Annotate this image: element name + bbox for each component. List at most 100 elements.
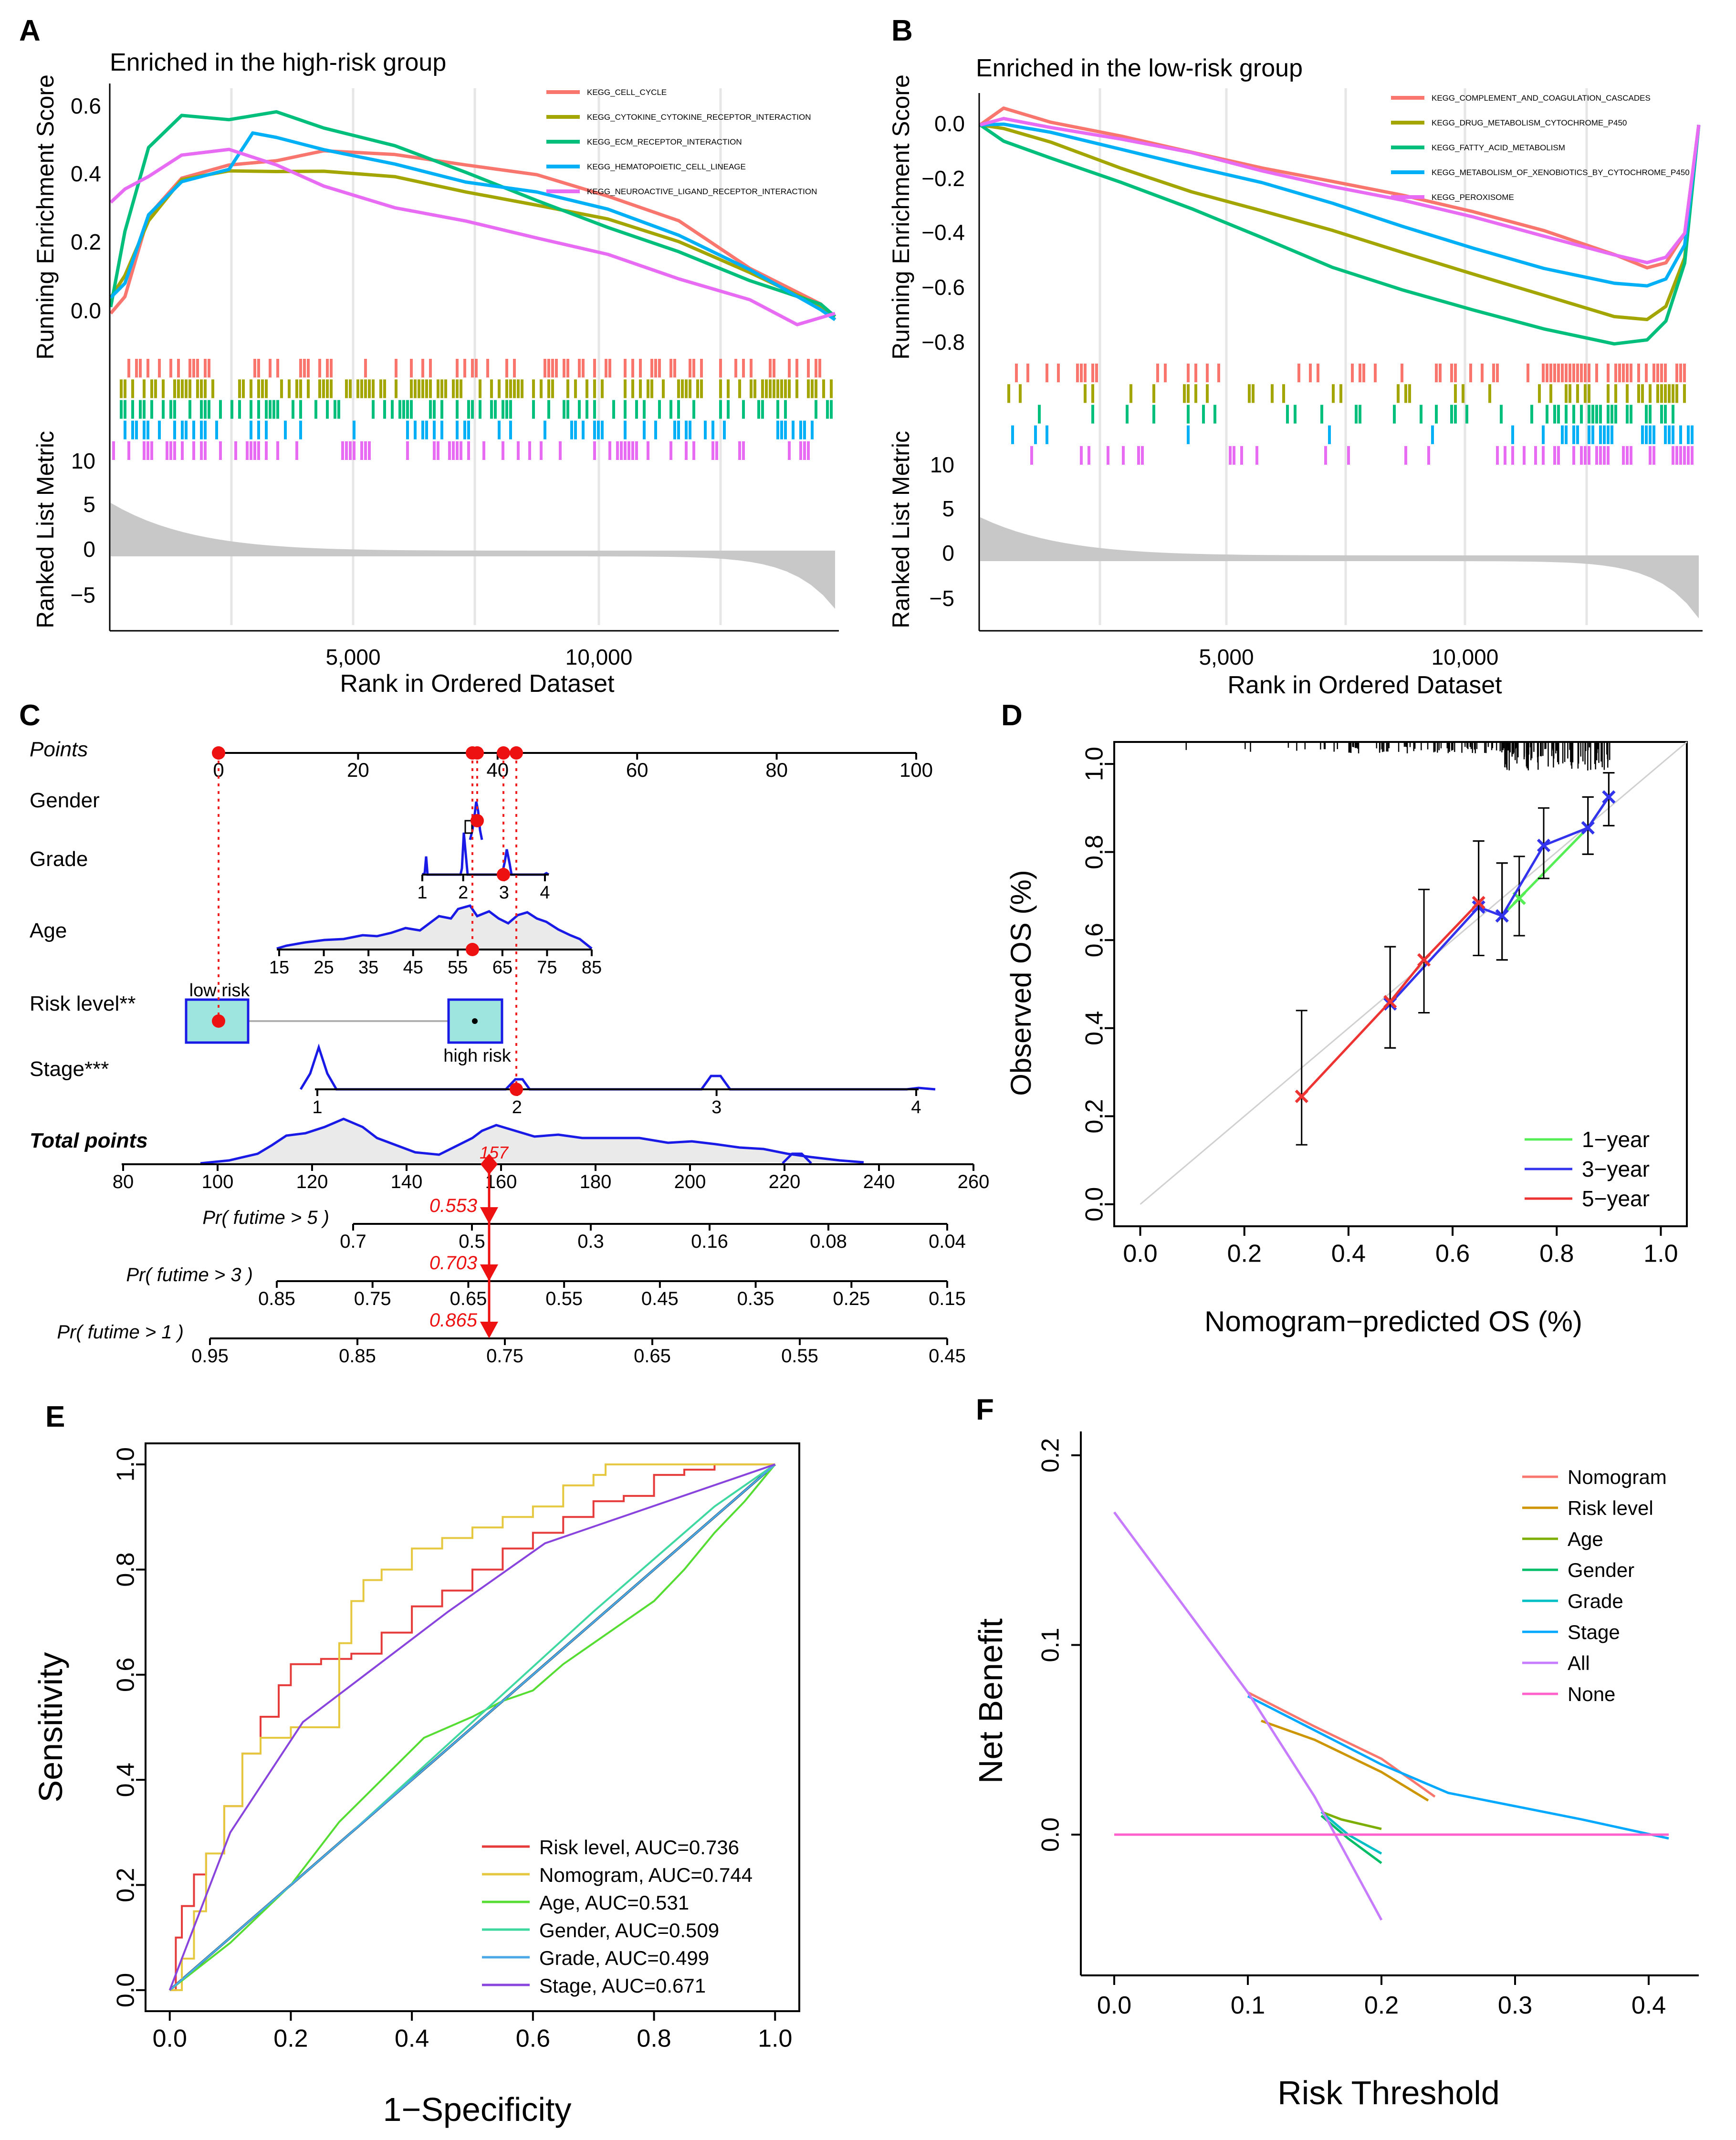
hit-bar (169, 400, 172, 419)
hit-bar (1286, 405, 1289, 424)
panel-e: E 0.0 0.2 0.4 0.6 0.8 1.0 0.0 0.2 0.4 0.6 0.8 1.0 1… (32, 1400, 800, 2128)
hit-bar (769, 359, 772, 378)
tick-label: 0.75 (486, 1346, 523, 1367)
nomogram-mapping-lines (218, 753, 517, 1089)
hit-bar (414, 379, 417, 398)
hit-bar (1511, 425, 1514, 444)
tick-label: 20 (347, 759, 369, 781)
hit-bar (593, 420, 596, 439)
hit-bar (326, 400, 329, 419)
hit-bar (1038, 405, 1041, 424)
hit-bar (566, 379, 569, 398)
hit-bar (1652, 446, 1655, 465)
tick: 0.4 (71, 161, 101, 186)
hit-bar (761, 379, 764, 398)
hit-bar (1603, 425, 1606, 444)
legend-label: Risk level, AUC=0.736 (539, 1836, 739, 1858)
hit-bar (345, 379, 348, 398)
hit-bar (429, 359, 432, 378)
hit-bar (788, 379, 791, 398)
hit-bar (360, 379, 363, 398)
hit-bar (269, 359, 272, 378)
hit-bar (1046, 364, 1048, 383)
hit-bar (1523, 446, 1526, 465)
tick-label: 0.16 (691, 1231, 728, 1252)
hit-bar (1137, 446, 1140, 465)
tick-label: 100 (202, 1171, 234, 1192)
hit-bar (681, 379, 684, 398)
total-density-bump (782, 1152, 812, 1164)
tick-label: 0.04 (929, 1231, 966, 1252)
tick-label: 0.0 (112, 1973, 140, 2007)
hit-bar (1534, 446, 1537, 465)
tick-label: 0.4 (1331, 1240, 1366, 1268)
hit-bar (1626, 405, 1629, 424)
hit-bar (773, 379, 775, 398)
hit-bar (1614, 384, 1617, 403)
hit-bar (1645, 425, 1648, 444)
tick-label: 160 (485, 1171, 517, 1192)
dca-xlabel: Risk Threshold (1277, 2074, 1500, 2111)
gsea-a-ranked-metric-area (111, 487, 835, 609)
gsea-a-ylabel-bottom: Ranked List Metric (32, 431, 59, 628)
hit-bar (1359, 405, 1361, 424)
hit-bar (173, 420, 176, 439)
hit-bar (696, 379, 699, 398)
hit-bar (662, 379, 665, 398)
hit-bar (1320, 405, 1323, 424)
calibration-rug (1185, 743, 1611, 771)
hit-bar (204, 441, 207, 460)
hit-bar (192, 359, 195, 378)
tick-label: 0.2 (1364, 1992, 1399, 2019)
hit-bar (635, 400, 638, 419)
roc-curve (169, 1463, 776, 1991)
hit-bar (1599, 425, 1602, 444)
hit-bar (425, 420, 428, 439)
tick-label: 0.5 (459, 1231, 485, 1252)
tick: −0.6 (921, 275, 965, 300)
hit-bar (1580, 446, 1583, 465)
hit-bar (257, 379, 260, 398)
hit-bar (1572, 364, 1575, 383)
hit-bar (1454, 364, 1457, 383)
hit-bar (540, 441, 543, 460)
tick-label: 0.2 (1081, 1099, 1109, 1133)
hit-bar (502, 441, 504, 460)
hit-bar (188, 400, 191, 419)
hit-bar (815, 359, 817, 378)
hit-bar (1496, 364, 1499, 383)
gsea-b-legend: KEGG_COMPLEMENT_AND_COAGULATION_CASCADES… (1391, 94, 1690, 202)
panel-b: B Enriched in the low-risk group Running… (888, 14, 1703, 699)
hit-bar (1500, 405, 1503, 424)
tick-label: 15 (269, 958, 289, 978)
hit-bar (1454, 405, 1457, 424)
hit-bar (307, 379, 310, 398)
tick: −0.8 (921, 330, 965, 355)
legend-label: KEGG_CELL_CYCLE (587, 88, 667, 97)
hit-bar (544, 420, 546, 439)
hit-bar (1019, 384, 1022, 403)
hit-bar (1649, 446, 1652, 465)
hit-bar (208, 359, 210, 378)
hit-bar (429, 400, 432, 419)
legend-label: KEGG_HEMATOPOIETIC_CELL_LINEAGE (587, 162, 746, 171)
tick-label: 3 (711, 1097, 722, 1117)
hit-bar (418, 379, 420, 398)
hit-bar (452, 379, 455, 398)
legend-label: KEGG_PEROXISOME (1432, 193, 1514, 202)
hit-bar (723, 420, 726, 439)
hit-bar (1091, 384, 1094, 403)
hit-bar (200, 441, 203, 460)
hit-bar (1015, 364, 1018, 383)
tick-label: 2 (458, 883, 468, 903)
hit-bar (658, 359, 661, 378)
tick-label: 0.4 (1081, 1011, 1109, 1045)
hit-bar (1572, 405, 1575, 424)
tick-label: 100 (899, 759, 933, 781)
hit-bar (143, 379, 146, 398)
hit-bar (406, 400, 409, 419)
hit-bar (208, 400, 210, 419)
hit-bar (1614, 405, 1617, 424)
hit-bar (467, 441, 470, 460)
hit-bar (265, 379, 268, 398)
